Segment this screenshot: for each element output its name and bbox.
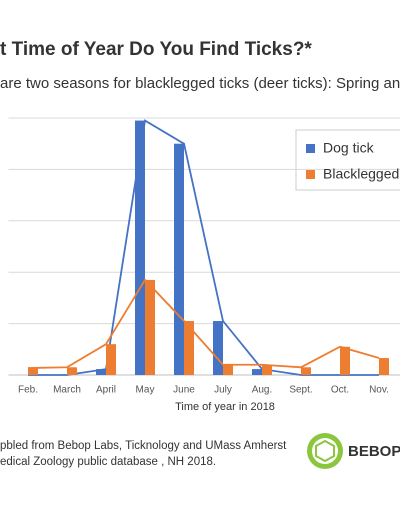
bar [340,346,350,375]
bar [96,369,106,375]
x-tick-label: April [96,385,116,396]
logo-icon [307,433,343,469]
bar [252,369,262,375]
logo-text: BEBOP [348,443,400,460]
x-tick-label: Aug. [252,385,273,396]
bar [174,143,184,375]
bar [106,344,116,375]
x-tick-label: Nov. [369,385,389,396]
legend-box [295,129,400,191]
x-tick-label: Feb. [18,385,38,396]
footnote: edical Zoology public database , NH 2018… [0,456,216,468]
series-line [27,278,380,369]
bar [379,358,389,375]
legend-label: Dog tick [323,140,375,156]
legend-label: Blacklegged [323,166,399,182]
bar [145,279,155,375]
legend-swatch [306,144,315,153]
x-tick-label: Oct. [331,385,349,396]
bar [28,368,38,375]
x-axis-label: Time of year in 2018 [175,401,275,413]
bar [223,364,233,375]
x-tick-label: March [53,385,81,396]
chart-subtitle: are two seasons for blacklegged ticks (d… [0,75,400,92]
bar [184,321,194,375]
x-tick-label: July [214,385,232,396]
x-tick-label: June [173,385,195,396]
bar [213,321,223,375]
x-tick-label: Sept. [289,385,312,396]
x-tick-label: May [136,385,155,396]
bar [67,367,77,375]
bar [301,367,311,375]
chart-title: t Time of Year Do You Find Ticks?* [0,39,312,60]
legend-swatch [306,170,315,179]
series-line [28,119,379,376]
footnote: pbled from Bebop Labs, Ticknology and UM… [0,440,287,452]
bar [135,120,145,375]
bar [262,364,272,375]
